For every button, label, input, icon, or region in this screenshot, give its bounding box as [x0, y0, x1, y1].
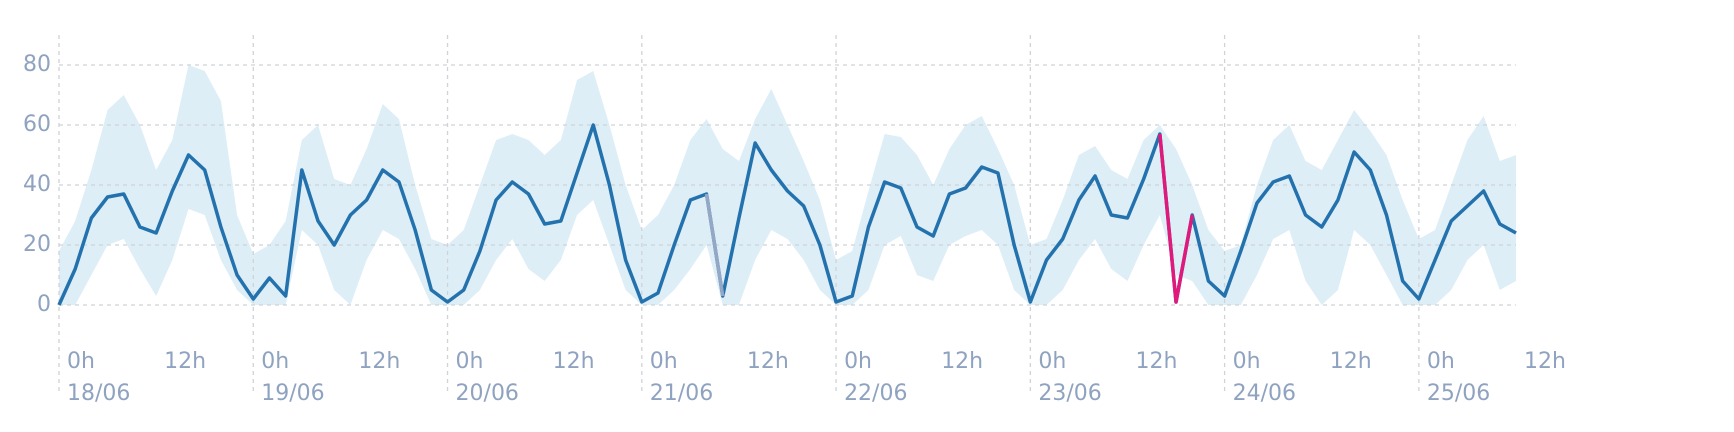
x-tick-label: 12h — [1135, 349, 1177, 374]
x-tick-label: 0h — [456, 349, 484, 374]
x-tick-label: 12h — [1524, 349, 1566, 374]
y-tick-label: 40 — [23, 172, 51, 197]
x-tick-label: 0h — [1233, 349, 1261, 374]
x-tick-label: 0h — [1038, 349, 1066, 374]
x-date-label: 21/06 — [650, 381, 713, 406]
x-tick-label: 12h — [164, 349, 206, 374]
y-tick-label: 20 — [23, 232, 51, 257]
x-tick-label: 0h — [844, 349, 872, 374]
x-tick-label: 12h — [553, 349, 595, 374]
x-date-label: 22/06 — [844, 381, 907, 406]
y-tick-label: 0 — [37, 292, 51, 317]
x-date-label: 19/06 — [261, 381, 324, 406]
x-date-label: 24/06 — [1233, 381, 1296, 406]
data-line — [1158, 133, 1194, 304]
x-date-label: 23/06 — [1038, 381, 1101, 406]
x-tick-label: 0h — [67, 349, 95, 374]
y-tick-label: 80 — [23, 52, 51, 77]
x-tick-label: 12h — [941, 349, 983, 374]
data-line — [57, 123, 1517, 306]
x-tick-label: 12h — [1330, 349, 1372, 374]
x-tick-label: 0h — [650, 349, 678, 374]
x-date-label: 20/06 — [456, 381, 519, 406]
x-tick-label: 0h — [261, 349, 289, 374]
x-tick-label: 12h — [747, 349, 789, 374]
x-date-label: 18/06 — [67, 381, 130, 406]
x-date-label: 25/06 — [1427, 381, 1490, 406]
y-tick-label: 60 — [23, 112, 51, 137]
x-tick-label: 0h — [1427, 349, 1455, 374]
data-line — [704, 193, 725, 297]
x-tick-label: 12h — [358, 349, 400, 374]
